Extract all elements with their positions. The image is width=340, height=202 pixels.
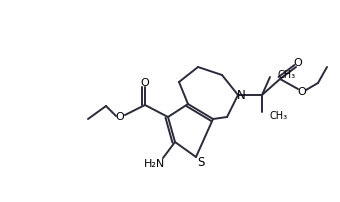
Text: O: O (116, 112, 124, 121)
Text: N: N (237, 89, 245, 102)
Text: O: O (298, 87, 306, 97)
Text: CH₃: CH₃ (270, 110, 288, 120)
Text: H₂N: H₂N (144, 158, 166, 168)
Text: O: O (141, 78, 149, 87)
Text: O: O (294, 58, 302, 68)
Text: CH₃: CH₃ (278, 70, 296, 80)
Text: S: S (197, 156, 205, 169)
